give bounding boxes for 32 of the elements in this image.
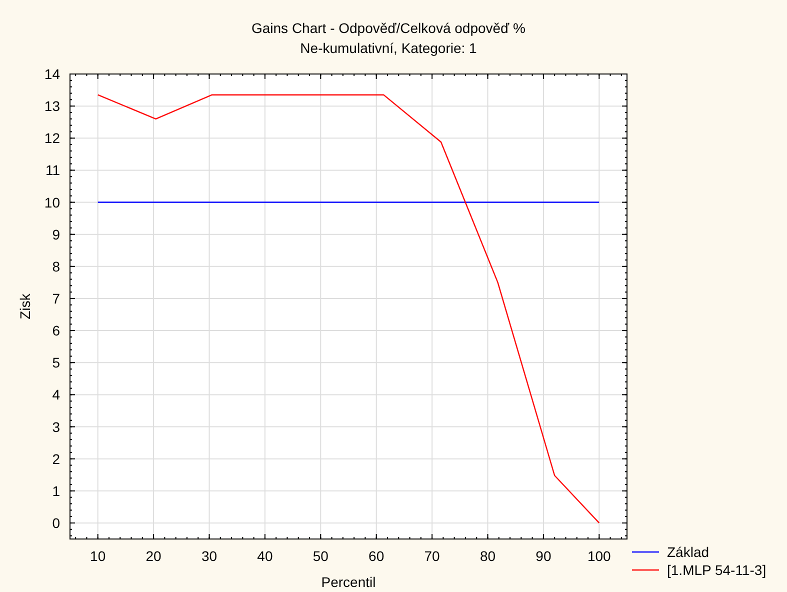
y-tick-label: 8 xyxy=(52,258,60,274)
y-axis-title: Zisk xyxy=(17,292,33,320)
chart-subtitle: Ne-kumulativní, Kategorie: 1 xyxy=(300,40,478,56)
y-tick-label: 9 xyxy=(52,226,60,242)
legend-label: [1.MLP 54-11-3] xyxy=(667,562,766,578)
y-tick-label: 6 xyxy=(52,322,60,339)
y-tick-label: 12 xyxy=(44,130,60,146)
x-tick-label: 40 xyxy=(257,548,273,564)
x-axis-title: Percentil xyxy=(321,574,376,590)
x-tick-label: 50 xyxy=(312,548,329,564)
y-tick-label: 1 xyxy=(52,482,60,499)
y-tick-label: 7 xyxy=(52,290,60,306)
x-tick-label: 20 xyxy=(146,548,162,564)
x-tick-label: 30 xyxy=(201,548,218,564)
x-tick-label: 80 xyxy=(480,548,496,564)
y-tick-label: 13 xyxy=(44,98,60,114)
y-tick-label: 5 xyxy=(52,354,60,371)
x-tick-label: 60 xyxy=(368,548,384,564)
x-tick-label: 70 xyxy=(424,548,440,564)
y-tick-label: 14 xyxy=(44,66,60,82)
chart-title: Gains Chart - Odpověď/Celková odpověď % xyxy=(251,20,526,36)
x-tick-label: 100 xyxy=(587,548,612,564)
x-tick-label: 90 xyxy=(536,548,552,564)
legend-label: Základ xyxy=(667,544,710,560)
y-tick-label: 2 xyxy=(52,450,60,467)
y-tick-label: 10 xyxy=(44,194,60,210)
x-tick-label: 10 xyxy=(90,548,106,564)
y-tick-label: 3 xyxy=(52,418,60,435)
y-tick-label: 4 xyxy=(52,386,60,403)
y-tick-label: 0 xyxy=(52,514,60,531)
y-tick-label: 11 xyxy=(45,162,60,178)
line-series xyxy=(97,94,600,524)
